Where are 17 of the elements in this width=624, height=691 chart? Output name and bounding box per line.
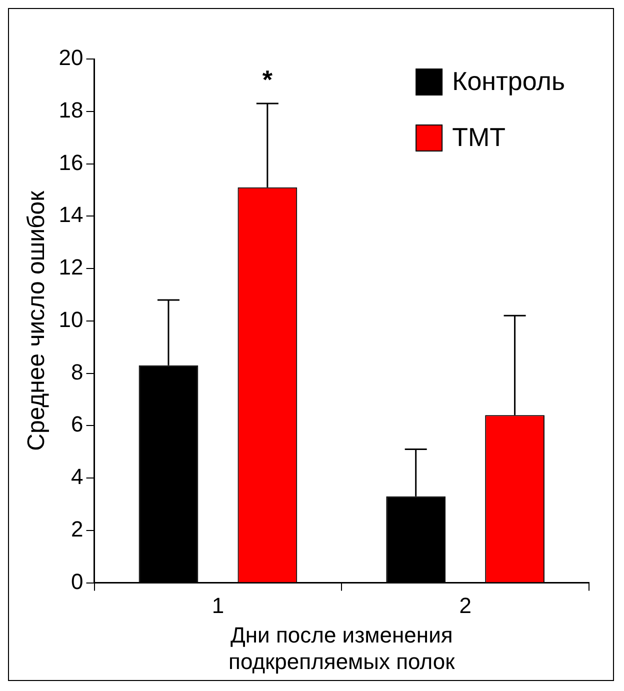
y-tick-label: 8 [71, 359, 84, 384]
y-tick-label: 2 [71, 516, 84, 542]
y-tick-label: 4 [71, 464, 84, 490]
y-axis-title: Среднее число ошибок [23, 190, 50, 451]
y-tick-label: 0 [71, 568, 84, 594]
y-tick-label: 6 [71, 412, 84, 437]
y-tick-label: 20 [58, 45, 84, 70]
x-tick-label: 1 [212, 593, 224, 618]
x-axis-title: Дни после изменения подкрепляемых полок [228, 622, 456, 674]
y-tick-label: 16 [58, 150, 84, 175]
legend-label: Контроль [452, 66, 565, 96]
annotation: * [262, 64, 274, 95]
y-tick-label: 14 [58, 202, 84, 228]
y-tick-label: 18 [58, 97, 84, 122]
legend-label: ТМТ [452, 122, 506, 152]
y-tick-label: 12 [58, 254, 84, 280]
y-tick-label: 10 [58, 306, 84, 332]
